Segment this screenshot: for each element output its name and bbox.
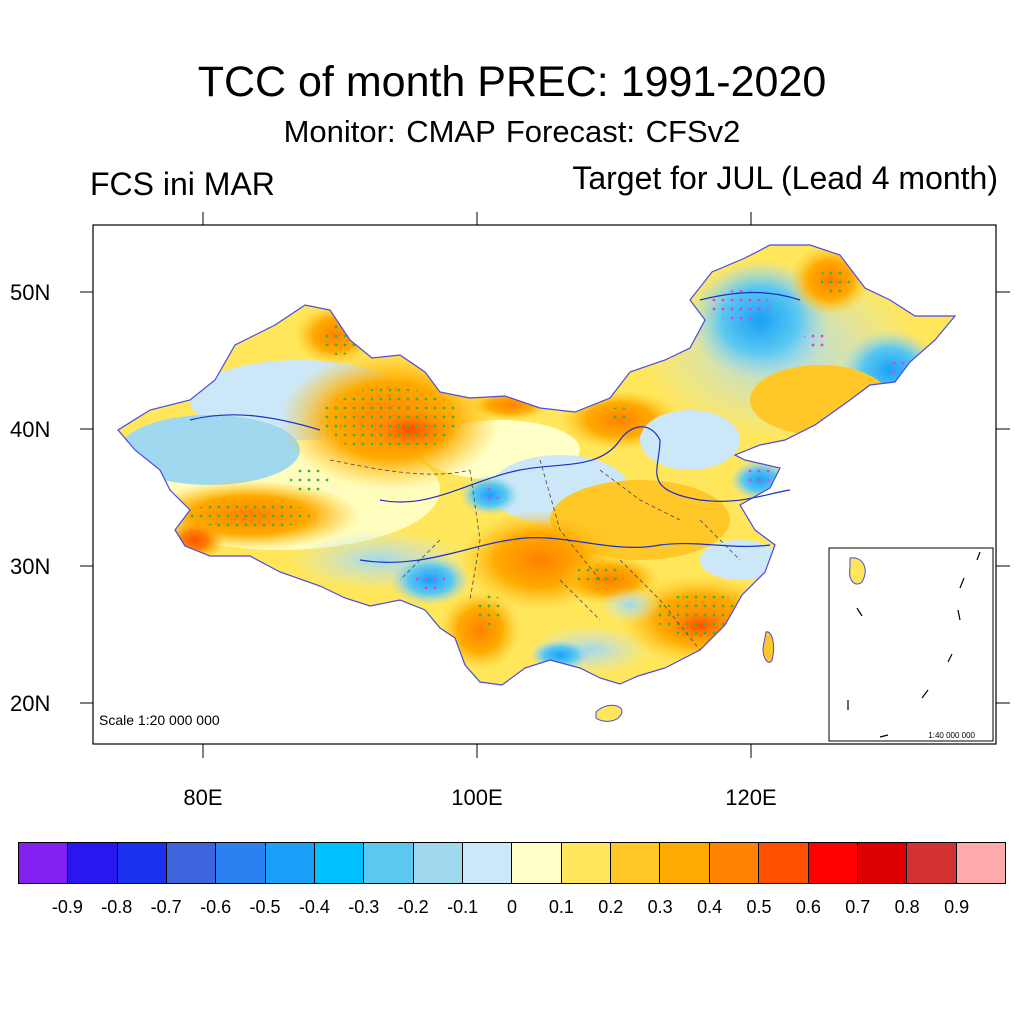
colorbar-box [117,843,168,883]
target-label: Target for JUL (Lead 4 month) [572,160,998,196]
colorbar-label: -0.7 [150,897,182,917]
map-title: TCC of month PREC: 1991-2020 [197,58,827,106]
colorbar-box [857,843,908,883]
lon-label-100e: 100E [451,785,502,810]
colorbar [18,842,1006,884]
lat-label-30n: 30N [10,554,50,579]
lon-ticks [202,212,752,758]
colorbar-label: 0.3 [647,897,673,917]
colorbar-label: -0.3 [348,897,380,917]
colorbar-label: 0 [506,897,518,917]
nine-dash-line [847,551,981,738]
colorbar-box [167,843,217,883]
colorbar-box [808,843,858,883]
china-border [117,244,957,686]
colorbar-label: 0.7 [845,897,871,917]
colorbar-label: -0.8 [101,897,133,917]
province-borders [329,459,741,651]
colorbar-box [907,843,957,883]
colorbar-label: -0.6 [200,897,232,917]
lat-ticks [80,291,1010,704]
map-subtitle: Monitor: CMAP Forecast: CFSv2 [283,114,741,149]
colorbar-box [660,843,710,883]
colorbar-label: 0.5 [746,897,772,917]
colorbar-box [364,843,414,883]
colorbar-box [216,843,266,883]
colorbar-label: -0.5 [249,897,281,917]
lat-label-50n: 50N [10,280,50,305]
inset-hainan [849,557,866,585]
colorbar-label: -0.1 [447,897,479,917]
colorbar-box [956,843,1005,883]
inset-scale-label: 1:40 000 000 [928,731,975,740]
colorbar-box [19,843,69,883]
colorbar-box [561,843,612,883]
colorbar-label: 0.1 [548,897,574,917]
lat-label-20n: 20N [10,691,50,716]
lat-label-40n: 40N [10,417,50,442]
colorbar-label: 0.4 [697,897,723,917]
lon-label-120e: 120E [725,785,776,810]
colorbar-box [759,843,809,883]
colorbar-label: 0.6 [795,897,821,917]
colorbar-label: 0.8 [894,897,920,917]
colorbar-box [463,843,513,883]
colorbar-label: -0.9 [51,897,83,917]
taiwan-island [762,631,775,663]
colorbar-box [512,843,562,883]
colorbar-box [709,843,760,883]
colorbar-label: -0.4 [298,897,330,917]
colorbar-box [611,843,661,883]
lon-label-80e: 80E [183,785,222,810]
forecast-init-label: FCS ini MAR [90,166,275,202]
colorbar-label: 0.2 [598,897,624,917]
colorbar-box [413,843,464,883]
colorbar-label: -0.2 [397,897,429,917]
scale-label: Scale 1:20 000 000 [99,712,220,728]
colorbar-box [68,843,118,883]
colorbar-box [315,843,365,883]
colorbar-box [265,843,316,883]
colorbar-label: 0.9 [944,897,970,917]
rivers [189,291,801,563]
hainan-island [595,704,623,722]
